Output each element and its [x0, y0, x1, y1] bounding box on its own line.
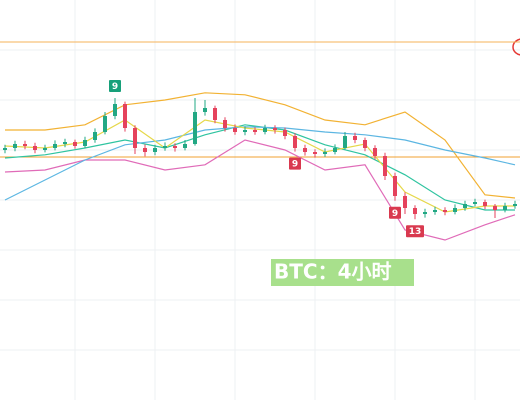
- candle-body: [403, 196, 407, 208]
- candle-body: [273, 128, 277, 130]
- signal-label: 13: [409, 227, 422, 237]
- candle-body: [243, 130, 247, 132]
- signal-label: 9: [392, 209, 398, 219]
- candle-body: [203, 108, 207, 112]
- candle-body: [253, 130, 257, 132]
- candle-body: [143, 148, 147, 152]
- candle-body: [353, 136, 357, 140]
- candle-body: [53, 144, 57, 148]
- candle-body: [193, 112, 197, 144]
- candle-body: [83, 140, 87, 146]
- candle-body: [303, 148, 307, 152]
- candle-body: [3, 148, 7, 150]
- signal-label: 9: [112, 82, 118, 92]
- candle-body: [513, 204, 517, 206]
- signal-badge: [109, 80, 121, 92]
- candle-body: [413, 208, 417, 214]
- signal-badge: [289, 157, 301, 170]
- candle-body: [223, 120, 227, 128]
- candle-body: [73, 142, 77, 146]
- candle-body: [493, 206, 497, 210]
- candle-body: [333, 148, 337, 152]
- candle-body: [433, 210, 437, 212]
- candle-body: [313, 152, 317, 154]
- candle-body: [463, 204, 467, 208]
- candle-body: [13, 144, 17, 148]
- candle-body: [233, 128, 237, 132]
- indicator-line: [4, 119, 515, 213]
- candle-body: [423, 212, 427, 214]
- candle-body: [153, 148, 157, 152]
- candle-body: [503, 206, 507, 210]
- candle-body: [133, 128, 137, 148]
- candle-body: [213, 108, 217, 120]
- signal-badge: [406, 225, 424, 238]
- candle-body: [343, 136, 347, 148]
- candle-body: [373, 148, 377, 156]
- candle-body: [363, 140, 367, 148]
- highlight-circle: [512, 38, 520, 56]
- indicator-line: [4, 139, 516, 241]
- candle-body: [383, 156, 387, 176]
- candle-body: [393, 176, 397, 196]
- candle-body: [43, 148, 47, 150]
- signal-badge: [389, 206, 401, 219]
- indicator-line: [4, 124, 515, 211]
- caption-box: [271, 259, 414, 286]
- candle-body: [103, 116, 107, 132]
- candle-body: [163, 146, 167, 148]
- candle-body: [183, 144, 187, 148]
- candle-body: [283, 130, 287, 136]
- candle-body: [293, 136, 297, 148]
- candle-body: [483, 202, 487, 206]
- candle-body: [33, 146, 37, 150]
- candle-body: [473, 202, 477, 204]
- candle-body: [123, 104, 127, 128]
- candle-body: [263, 128, 267, 132]
- candle-body: [173, 146, 177, 148]
- candle-body: [113, 104, 117, 116]
- candle-body: [323, 152, 327, 154]
- candle-body: [443, 210, 447, 212]
- caption: BTC：4小时: [274, 260, 391, 284]
- candle-body: [63, 142, 67, 144]
- candle-body: [93, 132, 97, 140]
- candle-body: [23, 144, 27, 146]
- signal-label: 9: [292, 160, 298, 170]
- indicator-line: [4, 126, 516, 201]
- candle-body: [453, 208, 457, 212]
- indicator-line: [5, 92, 516, 199]
